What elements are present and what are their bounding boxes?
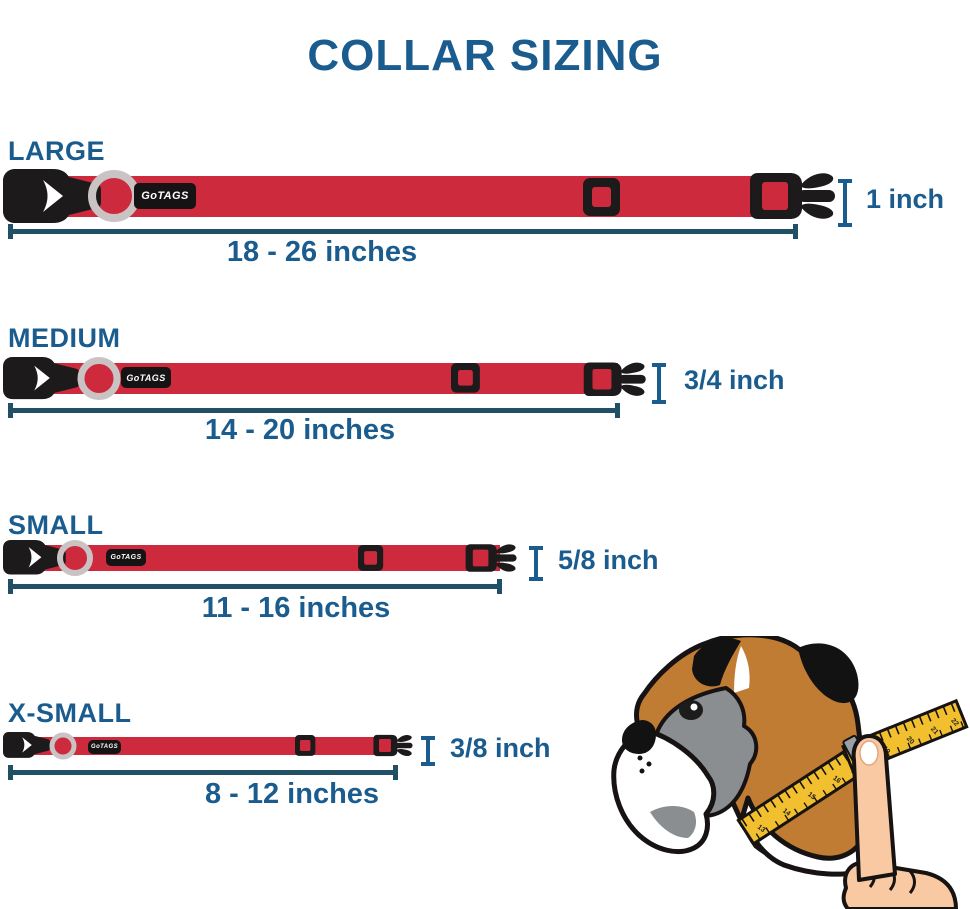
dog-blaze	[734, 646, 750, 693]
size-label-xsmall: X-SMALL	[8, 698, 132, 728]
tape-number: 20	[905, 735, 915, 746]
buckle-male-icon	[465, 544, 517, 572]
tape-number: 15	[806, 791, 817, 801]
whisker-dot	[646, 761, 652, 767]
collar-graphic-xsmall	[3, 732, 413, 760]
width-indicator	[421, 736, 435, 766]
measure-line	[8, 765, 398, 780]
d-ring-icon	[49, 732, 77, 760]
dog-eye-glint	[690, 703, 698, 711]
size-label-small: SMALL	[8, 510, 104, 540]
width-indicator	[838, 179, 852, 227]
dog-ear-right	[798, 643, 859, 704]
d-ring-icon	[57, 540, 93, 576]
slider-adjuster-icon	[295, 735, 316, 756]
width-indicator	[652, 363, 666, 404]
dog-ear-left	[692, 638, 741, 687]
range-label-medium: 14 - 20 inches	[204, 414, 396, 446]
range-label-large: 18 - 26 inches	[226, 236, 418, 268]
collar-graphic-small	[3, 540, 517, 576]
measure-line	[8, 403, 620, 418]
tape-number: 13	[756, 824, 767, 834]
brand-tag: GoTAGS	[106, 549, 146, 566]
dog-chin	[650, 806, 696, 838]
slider-adjuster-icon	[451, 363, 480, 393]
brand-tag: GoTAGS	[134, 183, 196, 209]
tape-number: 14	[781, 807, 792, 817]
dog-eye	[679, 700, 703, 720]
buckle-male-icon	[583, 362, 646, 397]
tape-number: 21	[929, 726, 939, 737]
whisker-dot	[639, 768, 645, 774]
collar-band	[22, 545, 500, 571]
buckle-male-icon	[373, 734, 413, 757]
brand-tag: GoTAGS	[88, 740, 121, 754]
buckle-male-icon	[750, 173, 835, 219]
fingernail	[859, 740, 879, 766]
slider-adjuster-icon	[583, 178, 620, 216]
collar-graphic-medium	[3, 357, 646, 400]
range-label-small: 11 - 16 inches	[201, 592, 391, 624]
width-label-small: 5/8 inch	[558, 545, 659, 575]
dog-measuring-illustration: 13 14 15 16 18 19 20 21 22	[611, 636, 969, 909]
collar-graphic-large	[3, 169, 835, 223]
width-label-medium: 3/4 inch	[684, 365, 785, 395]
size-label-medium: MEDIUM	[8, 323, 121, 353]
dog-nose	[622, 720, 656, 754]
width-label-large: 1 inch	[866, 184, 945, 214]
page-title: COLLAR SIZING	[307, 31, 663, 81]
whisker-dot	[637, 755, 643, 761]
d-ring-icon	[77, 357, 121, 400]
width-indicator	[529, 546, 543, 581]
index-finger	[851, 734, 897, 882]
measure-line	[8, 579, 502, 594]
size-label-large: LARGE	[8, 136, 105, 166]
range-label-xsmall: 8 - 12 inches	[204, 778, 380, 810]
slider-adjuster-icon	[358, 545, 384, 571]
brand-tag: GoTAGS	[121, 367, 171, 388]
tape-number: 16	[831, 775, 842, 785]
width-label-xsmall: 3/8 inch	[450, 733, 551, 763]
measure-line	[8, 224, 798, 239]
tape-number: 22	[949, 717, 959, 728]
